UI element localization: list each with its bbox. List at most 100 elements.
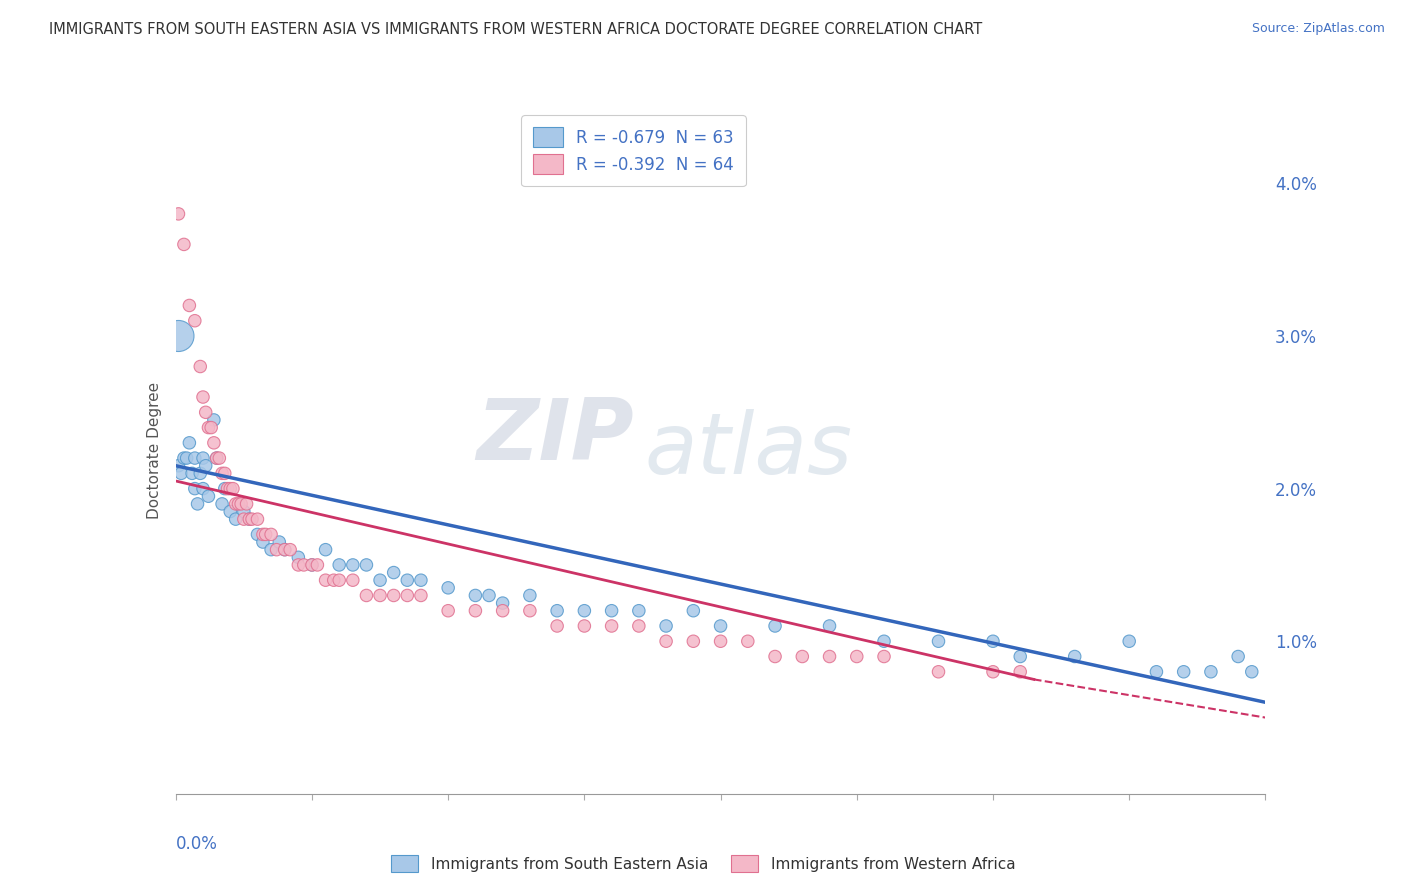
Point	[382, 566, 405, 580]
Point	[655, 619, 678, 633]
Point	[818, 649, 841, 664]
Point	[173, 451, 195, 466]
Point	[292, 558, 315, 572]
Point	[328, 558, 350, 572]
Point	[478, 589, 501, 603]
Point	[246, 512, 269, 526]
Point	[214, 467, 236, 481]
Point	[437, 604, 460, 618]
Point	[260, 542, 283, 557]
Point	[409, 589, 432, 603]
Point	[194, 458, 217, 473]
Point	[211, 497, 233, 511]
Point	[231, 497, 253, 511]
Point	[307, 558, 329, 572]
Point	[260, 527, 283, 541]
Point	[873, 649, 896, 664]
Point	[492, 596, 515, 610]
Y-axis label: Doctorate Degree: Doctorate Degree	[146, 382, 162, 519]
Point	[356, 558, 378, 572]
Point	[232, 504, 254, 518]
Point	[873, 634, 896, 648]
Point	[710, 634, 733, 648]
Legend: Immigrants from South Eastern Asia, Immigrants from Western Africa: Immigrants from South Eastern Asia, Immi…	[384, 847, 1022, 880]
Point	[301, 558, 323, 572]
Point	[202, 413, 225, 427]
Point	[167, 329, 190, 343]
Point	[342, 573, 364, 587]
Point	[546, 604, 568, 618]
Point	[574, 619, 596, 633]
Point	[1118, 634, 1140, 648]
Point	[1227, 649, 1250, 664]
Point	[981, 634, 1004, 648]
Point	[464, 604, 486, 618]
Point	[396, 573, 419, 587]
Point	[328, 573, 350, 587]
Point	[737, 634, 759, 648]
Point	[492, 604, 515, 618]
Point	[191, 390, 214, 404]
Point	[188, 467, 211, 481]
Point	[600, 619, 623, 633]
Point	[214, 482, 236, 496]
Point	[315, 542, 337, 557]
Point	[173, 237, 195, 252]
Point	[179, 435, 201, 450]
Point	[287, 558, 309, 572]
Point	[181, 467, 204, 481]
Point	[1010, 665, 1032, 679]
Point	[191, 451, 214, 466]
Point	[225, 497, 247, 511]
Point	[928, 665, 950, 679]
Point	[191, 482, 214, 496]
Point	[278, 542, 301, 557]
Point	[219, 504, 242, 518]
Point	[342, 558, 364, 572]
Point	[167, 458, 190, 473]
Point	[1144, 665, 1167, 679]
Point	[382, 589, 405, 603]
Point	[763, 619, 786, 633]
Point	[1199, 665, 1222, 679]
Point	[409, 573, 432, 587]
Point	[167, 207, 190, 221]
Point	[519, 604, 541, 618]
Point	[274, 542, 297, 557]
Point	[1240, 665, 1263, 679]
Point	[222, 482, 245, 496]
Point	[176, 451, 198, 466]
Point	[232, 512, 254, 526]
Point	[186, 497, 209, 511]
Point	[546, 619, 568, 633]
Point	[197, 489, 219, 503]
Point	[356, 589, 378, 603]
Point	[574, 604, 596, 618]
Legend: R = -0.679  N = 63, R = -0.392  N = 64: R = -0.679 N = 63, R = -0.392 N = 64	[522, 115, 745, 186]
Point	[368, 573, 391, 587]
Point	[202, 435, 225, 450]
Point	[188, 359, 211, 374]
Point	[301, 558, 323, 572]
Point	[315, 573, 337, 587]
Point	[179, 298, 201, 312]
Point	[368, 589, 391, 603]
Point	[396, 589, 419, 603]
Point	[235, 497, 257, 511]
Point	[266, 542, 288, 557]
Point	[208, 451, 231, 466]
Point	[184, 451, 207, 466]
Point	[246, 527, 269, 541]
Point	[710, 619, 733, 633]
Point	[627, 604, 650, 618]
Point	[194, 405, 217, 419]
Point	[1063, 649, 1085, 664]
Point	[184, 314, 207, 328]
Text: atlas: atlas	[644, 409, 852, 492]
Point	[205, 451, 228, 466]
Point	[200, 420, 222, 434]
Point	[763, 649, 786, 664]
Point	[184, 482, 207, 496]
Point	[464, 589, 486, 603]
Point	[322, 573, 344, 587]
